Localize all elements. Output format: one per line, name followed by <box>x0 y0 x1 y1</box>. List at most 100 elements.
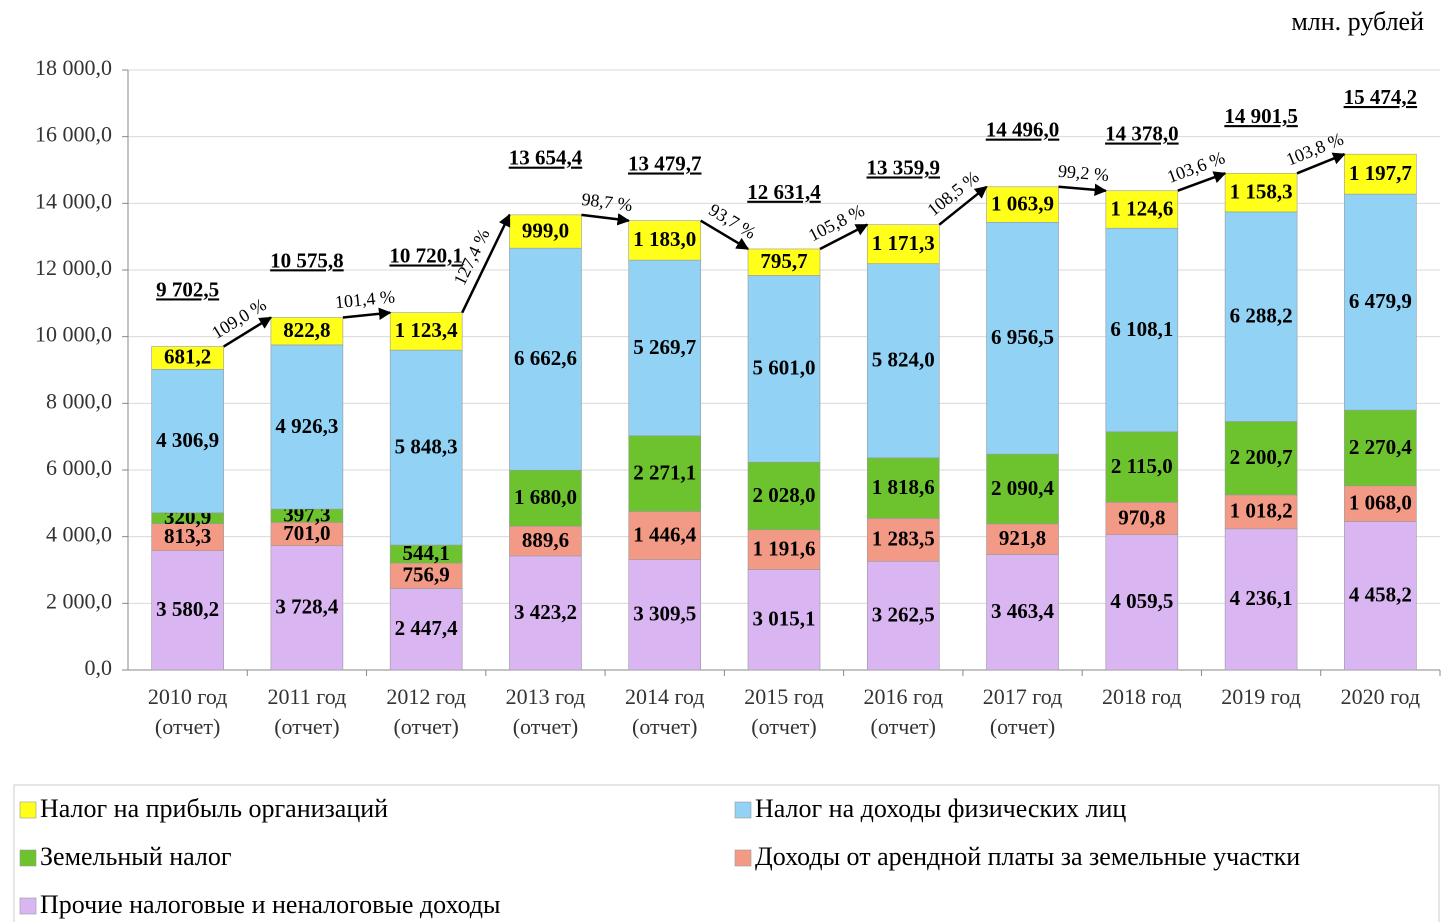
value-label: 5 601,0 <box>753 356 816 380</box>
value-label: 1 063,9 <box>991 191 1054 215</box>
growth-label: 103,6 % <box>1164 147 1227 187</box>
total-label: 13 359,9 <box>867 155 941 179</box>
value-label: 4 059,5 <box>1110 589 1173 613</box>
value-label: 756,9 <box>403 563 450 587</box>
bar-segment <box>1105 502 1179 535</box>
value-label: 681,2 <box>164 345 211 369</box>
growth-arrow <box>819 223 869 251</box>
value-label: 1 123,4 <box>395 318 459 342</box>
bar-segment <box>389 562 463 589</box>
value-label: 2 200,7 <box>1230 445 1293 469</box>
value-label: 2 271,1 <box>633 460 696 484</box>
legend-swatch <box>19 897 37 915</box>
bar-segment <box>747 461 821 531</box>
value-label: 970,8 <box>1118 505 1165 529</box>
value-label: 3 423,2 <box>514 600 577 624</box>
bar-segment <box>1105 431 1179 503</box>
x-tick-label: 2018 год <box>1102 684 1182 709</box>
bar-segment <box>1344 409 1417 487</box>
value-label: 3 580,2 <box>156 597 219 621</box>
value-label: 1 068,0 <box>1349 490 1412 514</box>
bar-segment <box>389 312 463 351</box>
y-tick-label: 8 000,0 <box>46 388 112 413</box>
value-label: 813,3 <box>164 524 211 548</box>
y-tick-label: 16 000,0 <box>35 122 112 147</box>
bar-segment <box>509 525 582 557</box>
bar-segment <box>151 346 224 370</box>
x-tick-label: 2020 год <box>1340 684 1421 709</box>
value-label: 1 158,3 <box>1230 179 1293 203</box>
value-label: 5 824,0 <box>872 348 935 372</box>
total-label: 13 479,7 <box>628 151 702 175</box>
value-label: 1 197,7 <box>1349 161 1412 185</box>
value-label: 6 479,9 <box>1349 289 1412 313</box>
bar-segment <box>270 344 344 510</box>
x-tick-label: 2011 год (отчет) <box>267 684 347 739</box>
growth-label: 101,4 % <box>334 286 396 312</box>
value-label: 3 463,4 <box>991 599 1055 623</box>
bar-segment <box>628 511 702 560</box>
bar-segment <box>1224 172 1298 213</box>
value-label: 921,8 <box>999 526 1046 550</box>
bar-segment <box>1105 534 1179 671</box>
legend-swatch <box>19 801 37 819</box>
legend-label: Налог на прибыль организаций <box>40 794 388 823</box>
bar-segment <box>270 317 344 346</box>
bar-segment <box>509 555 582 671</box>
legend-swatch <box>734 849 752 867</box>
bar-segment <box>509 469 582 527</box>
x-tick-label: 2016 год (отчет) <box>863 684 944 739</box>
bar-segment <box>1344 153 1417 195</box>
growth-arrow <box>1058 183 1108 197</box>
value-label: 6 108,1 <box>1110 317 1173 341</box>
legend-box <box>13 784 1440 922</box>
value-label: 822,8 <box>283 318 330 342</box>
value-label: 2 447,4 <box>395 616 459 640</box>
value-label: 3 015,1 <box>753 607 816 631</box>
value-label: 4 926,3 <box>275 414 338 438</box>
bar-segment <box>151 368 224 514</box>
bar-segment <box>986 554 1059 671</box>
y-tick-label: 18 000,0 <box>35 55 112 80</box>
bar-segment <box>151 550 224 671</box>
growth-arrow <box>938 185 988 226</box>
growth-label: 109,0 % <box>208 294 270 342</box>
unit-label: млн. рублей <box>1291 7 1424 36</box>
bar-segment <box>1224 211 1298 422</box>
value-label: 3 262,5 <box>872 602 935 626</box>
value-label: 795,7 <box>760 249 807 273</box>
value-label: 1 171,3 <box>872 231 935 255</box>
legend-swatch <box>734 801 752 819</box>
growth-arrow <box>1177 171 1227 192</box>
total-label: 10 575,8 <box>270 248 344 272</box>
bar-segment <box>986 186 1059 223</box>
y-tick-label: 10 000,0 <box>35 322 112 347</box>
x-tick-label: 2019 год <box>1221 684 1301 709</box>
x-tick-label: 2017 год (отчет) <box>982 684 1063 739</box>
value-label: 1 018,2 <box>1230 499 1293 523</box>
value-label: 2 115,0 <box>1111 454 1173 478</box>
bar-segment <box>1105 227 1179 433</box>
value-label: 2 028,0 <box>753 483 816 507</box>
bar-segment <box>1224 528 1298 671</box>
legend-label: Прочие налоговые и неналоговые доходы <box>40 890 500 919</box>
bar-segment <box>1344 193 1417 411</box>
value-label: 6 288,2 <box>1230 304 1293 328</box>
bar-segment <box>866 263 940 459</box>
total-label: 14 901,5 <box>1224 104 1298 128</box>
total-label: 9 702,5 <box>156 277 219 301</box>
y-tick-label: 14 000,0 <box>35 188 112 213</box>
total-label: 15 474,2 <box>1344 85 1418 109</box>
bar-segment <box>151 523 224 551</box>
value-label: 701,0 <box>283 521 330 545</box>
bar-segment <box>628 220 702 261</box>
growth-arrow <box>461 213 511 314</box>
value-label: 1 191,6 <box>753 536 816 560</box>
value-label: 1 446,4 <box>633 522 697 546</box>
value-label: 1 283,5 <box>872 527 935 551</box>
growth-label: 98,7 % <box>581 189 634 215</box>
bar-segment <box>986 221 1059 455</box>
bar-segment <box>628 259 702 437</box>
x-tick-label: 2012 год (отчет) <box>386 684 466 739</box>
